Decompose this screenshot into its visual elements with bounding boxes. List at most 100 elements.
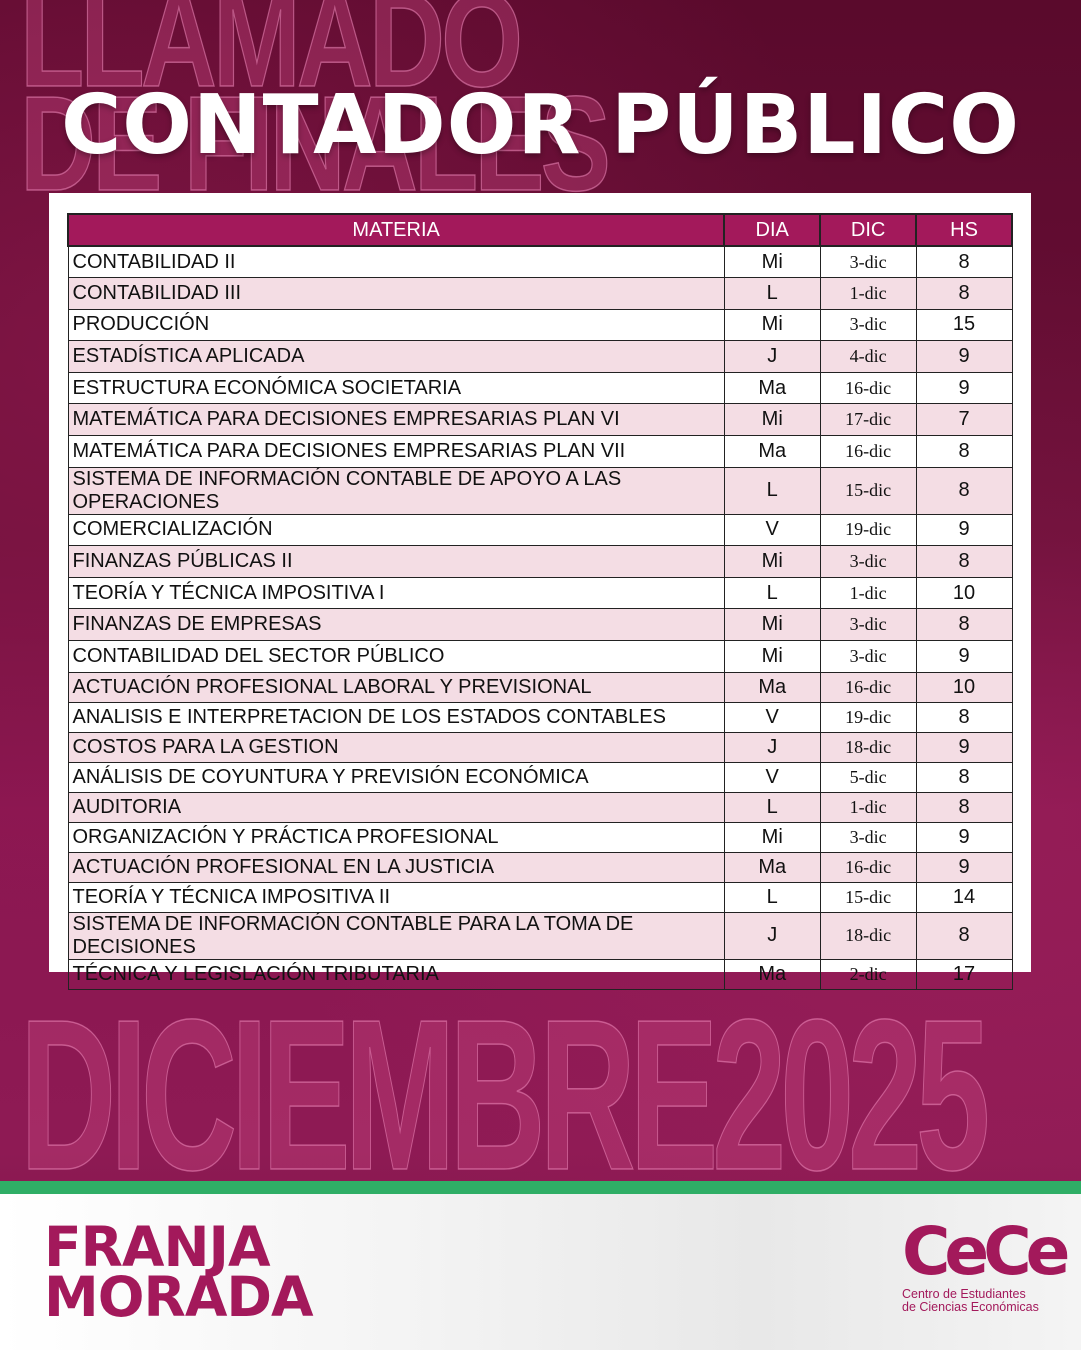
- cell-dia: L: [723, 277, 821, 310]
- cell-dia: J: [723, 911, 821, 960]
- cell-materia: ACTUACIÓN PROFESIONAL LABORAL Y PREVISIO…: [67, 671, 725, 703]
- table-row: FINANZAS DE EMPRESAS Mi 3-dic 8: [67, 608, 1013, 642]
- cece-mark: CeCe: [902, 1213, 1070, 1290]
- cell-dic: 16-dic: [819, 671, 917, 703]
- cell-materia: SISTEMA DE INFORMACIÓN CONTABLE DE APOYO…: [67, 466, 725, 515]
- cell-hs: 9: [915, 731, 1013, 763]
- table-row: ORGANIZACIÓN Y PRÁCTICA PROFESIONAL Mi 3-d…: [67, 821, 1013, 853]
- table-row: MATEMÁTICA PARA DECISIONES EMPRESARIAS P…: [67, 435, 1013, 468]
- table-row: CONTABILIDAD DEL SECTOR PÚBLICO Mi 3-dic 9: [67, 640, 1013, 673]
- header-dia: DIA: [723, 213, 822, 247]
- cell-dic: 3-dic: [819, 821, 917, 853]
- exam-table: MATERIA DIA DIC HS CONTABILIDAD II Mi 3-di…: [66, 213, 1013, 990]
- cell-dic: 3-dic: [819, 640, 917, 673]
- schedule-card: MATERIA DIA DIC HS CONTABILIDAD II Mi 3-di…: [49, 193, 1031, 990]
- table-row: CONTABILIDAD II Mi 3-dic 8: [67, 245, 1013, 279]
- cell-materia: ORGANIZACIÓN Y PRÁCTICA PROFESIONAL: [67, 821, 725, 853]
- cell-dia: J: [723, 731, 821, 763]
- cell-hs: 8: [915, 791, 1013, 823]
- cell-hs: 7: [915, 403, 1013, 437]
- green-stripe: [0, 1181, 1081, 1194]
- cell-dia: Ma: [723, 371, 821, 405]
- cell-hs: 14: [915, 881, 1013, 913]
- cell-hs: 8: [915, 545, 1013, 578]
- cell-dic: 3-dic: [819, 608, 917, 642]
- cell-dic: 15-dic: [819, 881, 917, 913]
- cell-materia: COSTOS PARA LA GESTION: [67, 731, 725, 763]
- table-row: PRODUCCIÓN Mi 3-dic 15: [67, 308, 1013, 342]
- table-row: MATEMÁTICA PARA DECISIONES EMPRESARIAS P…: [67, 403, 1013, 437]
- cell-dic: 3-dic: [819, 308, 917, 342]
- cell-hs: 17: [915, 958, 1013, 990]
- header-hs: HS: [915, 213, 1013, 247]
- cell-hs: 8: [915, 761, 1013, 793]
- cell-dia: Mi: [723, 821, 821, 853]
- cell-dia: Mi: [723, 640, 821, 673]
- cell-dia: Mi: [723, 308, 821, 342]
- cell-dic: 17-dic: [819, 403, 917, 437]
- cell-materia: COMERCIALIZACIÓN: [67, 513, 725, 547]
- table-row: SISTEMA DE INFORMACIÓN CONTABLE DE APOYO…: [67, 466, 1013, 515]
- cell-dic: 3-dic: [819, 245, 917, 279]
- franja-morada-logo: FRANJA MORADA: [44, 1215, 314, 1329]
- header-materia: MATERIA: [66, 213, 726, 247]
- table-row: COSTOS PARA LA GESTION J 18-dic 9: [67, 731, 1013, 763]
- cell-materia: ACTUACIÓN PROFESIONAL EN LA JUSTICIA: [67, 851, 725, 883]
- cell-dia: Mi: [723, 545, 821, 578]
- table-row: ACTUACIÓN PROFESIONAL EN LA JUSTICIA Ma 16…: [67, 851, 1013, 883]
- cell-hs: 8: [915, 277, 1013, 310]
- cell-materia: FINANZAS DE EMPRESAS: [67, 608, 725, 642]
- cell-dia: L: [723, 576, 821, 610]
- cell-dia: L: [723, 881, 821, 913]
- cell-materia: MATEMÁTICA PARA DECISIONES EMPRESARIAS P…: [67, 403, 725, 437]
- table-row: ACTUACIÓN PROFESIONAL LABORAL Y PREVISIO…: [67, 671, 1013, 703]
- watermark-diciembre: DICIEMBRE2025: [20, 974, 991, 1215]
- cell-dia: Ma: [723, 851, 821, 883]
- table-row: ANALISIS E INTERPRETACION DE LOS ESTADOS…: [67, 701, 1013, 733]
- table-row: AUDITORIA L 1-dic 8: [67, 791, 1013, 823]
- cell-dic: 16-dic: [819, 435, 917, 468]
- cell-materia: FINANZAS PÚBLICAS II: [67, 545, 725, 578]
- cell-dia: L: [723, 791, 821, 823]
- cell-materia: ANALISIS E INTERPRETACION DE LOS ESTADOS…: [67, 701, 725, 733]
- cell-dia: V: [723, 761, 821, 793]
- cell-hs: 9: [915, 340, 1013, 373]
- cell-materia: ANÁLISIS DE COYUNTURA Y PREVISIÓN ECONÓM…: [67, 761, 725, 793]
- cell-dic: 19-dic: [819, 701, 917, 733]
- cell-dic: 16-dic: [819, 371, 917, 405]
- table-row: ESTADÍSTICA APLICADA J 4-dic 9: [67, 340, 1013, 373]
- cell-materia: ESTRUCTURA ECONÓMICA SOCIETARIA: [67, 371, 725, 405]
- cell-hs: 9: [915, 851, 1013, 883]
- cell-materia: PRODUCCIÓN: [67, 308, 725, 342]
- watermark-line-2: DE FINALES: [19, 68, 611, 219]
- cell-dic: 18-dic: [819, 911, 917, 960]
- cell-dic: 1-dic: [819, 791, 917, 823]
- cell-hs: 8: [915, 435, 1013, 468]
- cell-dic: 19-dic: [819, 513, 917, 547]
- footer: FRANJA MORADA CeCe Centro de Estudiantes …: [0, 1194, 1081, 1350]
- table-row: TEORÍA Y TÉCNICA IMPOSITIVA I L 1-dic 10: [67, 576, 1013, 610]
- cell-materia: ESTADÍSTICA APLICADA: [67, 340, 725, 373]
- cell-dia: Mi: [723, 608, 821, 642]
- cell-dic: 15-dic: [819, 466, 917, 515]
- table-row: TEORÍA Y TÉCNICA IMPOSITIVA II L 15-dic 14: [67, 881, 1013, 913]
- cell-dic: 2-dic: [819, 958, 917, 990]
- cell-hs: 8: [915, 608, 1013, 642]
- watermark-llamado: LLAMADO DE FINALES: [19, 0, 611, 219]
- table-header: MATERIA DIA DIC HS: [66, 213, 1013, 247]
- cell-dic: 5-dic: [819, 761, 917, 793]
- cell-dic: 3-dic: [819, 545, 917, 578]
- cell-materia: AUDITORIA: [67, 791, 725, 823]
- page-title: CONTADOR PÚBLICO: [61, 78, 1020, 173]
- cell-hs: 8: [915, 245, 1013, 279]
- cell-hs: 10: [915, 576, 1013, 610]
- cell-dia: V: [723, 701, 821, 733]
- cell-hs: 10: [915, 671, 1013, 703]
- cece-subtitle-2: de Ciencias Económicas: [902, 1300, 1039, 1314]
- cell-dic: 1-dic: [819, 277, 917, 310]
- watermark-line-1: LLAMADO: [19, 0, 523, 115]
- cell-hs: 8: [915, 911, 1013, 960]
- cell-dia: Ma: [723, 435, 821, 468]
- table-row: TÉCNICA Y LEGISLACIÓN TRIBUTARIA Ma 2-dic 1…: [67, 958, 1013, 990]
- cell-dia: Ma: [723, 958, 821, 990]
